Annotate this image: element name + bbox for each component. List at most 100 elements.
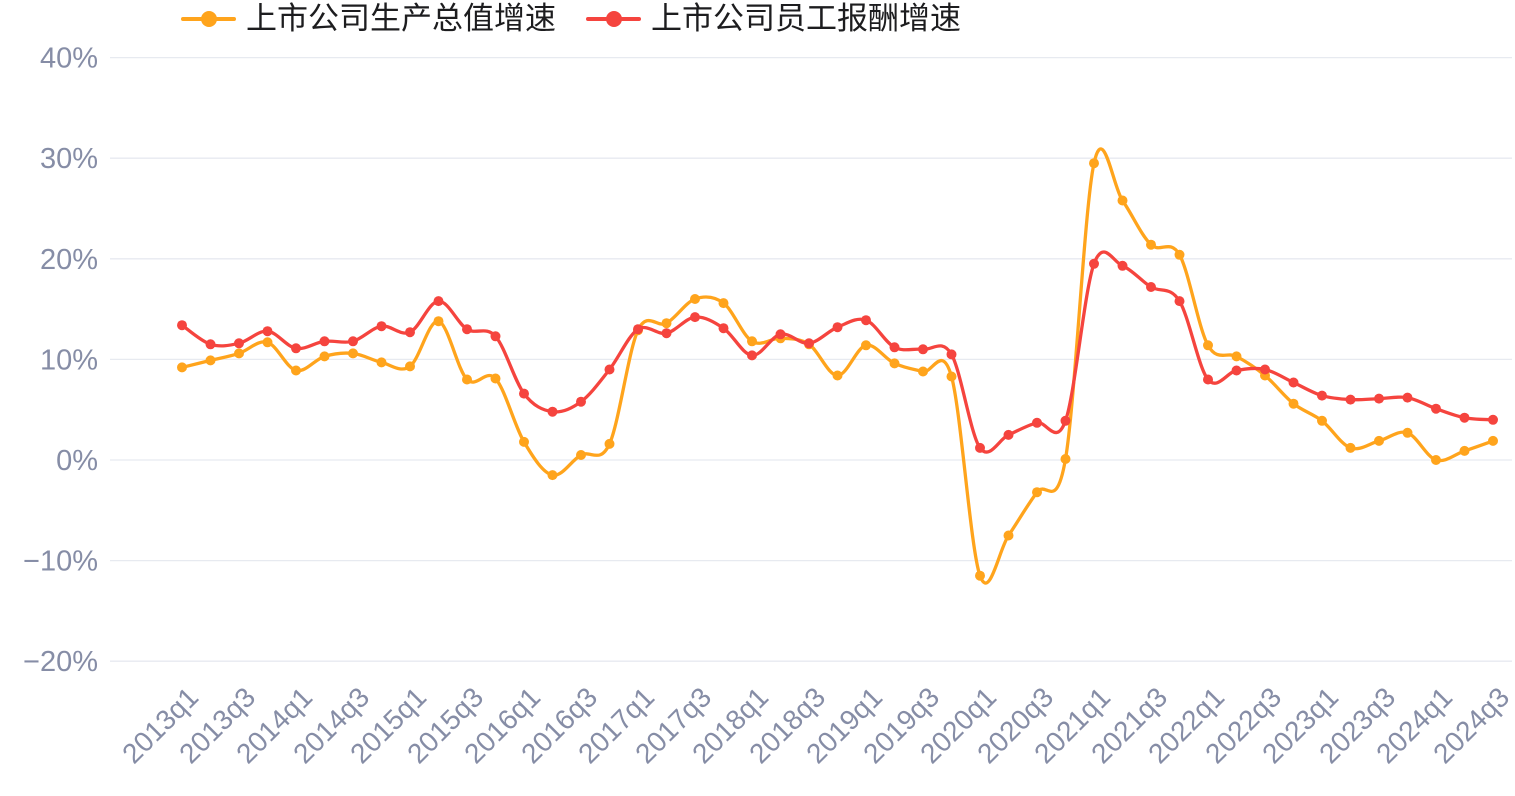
data-point bbox=[832, 370, 843, 381]
data-point bbox=[1488, 414, 1498, 425]
data-point bbox=[433, 296, 444, 307]
data-point bbox=[1317, 390, 1327, 401]
data-point bbox=[1431, 403, 1441, 414]
series-line-1 bbox=[180, 250, 1495, 454]
data-point bbox=[1488, 435, 1498, 446]
legend: 上市公司生产总值增速 上市公司员工报酬增速 bbox=[181, 3, 961, 34]
y-tick-label: 40% bbox=[40, 43, 98, 75]
data-point bbox=[832, 322, 843, 333]
data-point bbox=[1288, 398, 1299, 409]
data-point bbox=[262, 326, 273, 337]
data-point bbox=[1345, 394, 1356, 405]
data-point bbox=[490, 373, 501, 384]
data-point bbox=[519, 436, 529, 447]
data-point bbox=[405, 361, 415, 372]
data-point bbox=[747, 336, 757, 347]
data-point bbox=[1089, 158, 1099, 169]
data-point bbox=[1402, 427, 1413, 438]
data-point bbox=[604, 364, 615, 375]
legend-item-production-growth[interactable]: 上市公司生产总值增速 bbox=[181, 3, 556, 34]
data-point bbox=[1089, 258, 1099, 269]
data-point bbox=[889, 342, 900, 353]
data-point bbox=[234, 338, 244, 349]
data-point bbox=[1174, 249, 1185, 260]
data-point bbox=[1374, 393, 1384, 404]
data-point bbox=[747, 350, 757, 361]
legend-line-dot-icon bbox=[181, 10, 236, 27]
data-point bbox=[1060, 415, 1071, 426]
data-point bbox=[1117, 260, 1128, 271]
data-point bbox=[775, 329, 786, 340]
data-point bbox=[604, 438, 615, 449]
data-point bbox=[319, 336, 330, 347]
data-point bbox=[1431, 455, 1441, 465]
data-point bbox=[1174, 296, 1185, 307]
data-point bbox=[462, 374, 472, 385]
data-point bbox=[633, 324, 643, 335]
y-tick-label: 20% bbox=[40, 244, 98, 276]
data-point bbox=[433, 316, 444, 327]
data-point bbox=[234, 348, 244, 359]
data-point bbox=[177, 362, 187, 373]
data-point bbox=[462, 324, 472, 335]
data-point bbox=[918, 344, 928, 355]
data-point bbox=[1231, 365, 1242, 376]
data-point bbox=[946, 349, 957, 360]
data-point bbox=[1203, 340, 1213, 351]
data-point bbox=[1117, 195, 1128, 206]
data-point bbox=[1288, 377, 1299, 388]
data-point bbox=[177, 320, 187, 331]
data-point bbox=[661, 328, 672, 339]
data-point bbox=[1317, 415, 1327, 426]
data-point bbox=[690, 294, 700, 304]
data-point bbox=[889, 358, 900, 369]
y-tick-label: 10% bbox=[40, 344, 98, 376]
data-point bbox=[975, 570, 985, 581]
data-point bbox=[1345, 442, 1356, 453]
data-point bbox=[1260, 364, 1270, 375]
data-point bbox=[1459, 412, 1470, 423]
data-point bbox=[576, 450, 586, 460]
data-point bbox=[205, 339, 216, 350]
y-tick-label: −20% bbox=[23, 646, 98, 678]
data-point bbox=[1032, 487, 1042, 498]
data-point bbox=[376, 357, 387, 368]
data-point bbox=[519, 388, 529, 399]
data-point bbox=[205, 355, 216, 366]
data-point bbox=[1374, 435, 1384, 446]
data-point bbox=[376, 321, 387, 332]
legend-label: 上市公司员工报酬增速 bbox=[651, 1, 961, 36]
data-point bbox=[490, 331, 501, 342]
data-point bbox=[690, 312, 700, 323]
y-tick-label: −10% bbox=[23, 546, 98, 578]
legend-line-dot-icon bbox=[586, 10, 641, 27]
data-point bbox=[718, 323, 729, 334]
y-tick-label: 30% bbox=[40, 143, 98, 175]
y-tick-label: 0% bbox=[56, 445, 98, 477]
data-point bbox=[547, 470, 558, 481]
data-point bbox=[348, 348, 358, 359]
data-point bbox=[576, 396, 586, 407]
legend-item-compensation-growth[interactable]: 上市公司员工报酬增速 bbox=[586, 3, 961, 34]
data-point bbox=[1032, 417, 1042, 428]
data-point bbox=[1402, 392, 1413, 403]
data-point bbox=[1231, 351, 1242, 362]
data-point bbox=[319, 351, 330, 362]
data-point bbox=[405, 327, 415, 338]
data-point bbox=[946, 371, 957, 382]
data-point bbox=[1203, 374, 1213, 385]
data-point bbox=[861, 315, 871, 326]
data-point bbox=[262, 337, 273, 348]
data-point bbox=[1146, 239, 1156, 250]
data-point bbox=[547, 406, 558, 417]
data-point bbox=[291, 365, 301, 376]
data-point bbox=[661, 318, 672, 329]
data-point bbox=[348, 336, 358, 347]
data-point bbox=[1003, 530, 1014, 541]
data-point bbox=[718, 298, 729, 309]
legend-label: 上市公司生产总值增速 bbox=[246, 1, 556, 36]
data-point bbox=[291, 343, 301, 354]
data-point bbox=[1459, 445, 1470, 456]
